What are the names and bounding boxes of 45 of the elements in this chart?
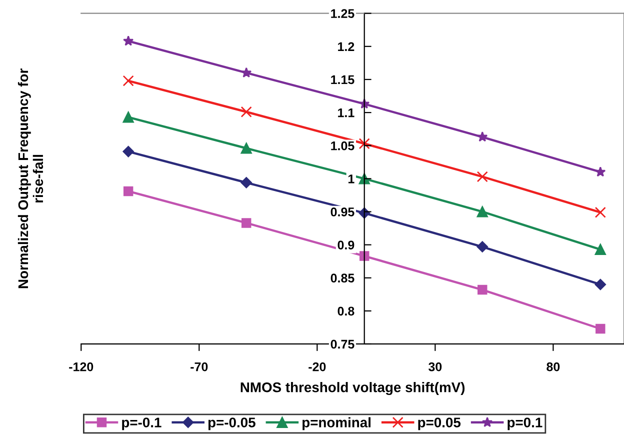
legend-label: p=-0.1 <box>122 418 162 430</box>
x-tick-label: -20 <box>308 362 326 372</box>
point <box>476 206 488 218</box>
legend-label: p=nominal <box>302 417 370 430</box>
point <box>241 218 252 228</box>
point <box>240 106 252 118</box>
point <box>594 206 606 218</box>
y-tick-label: 1.1 <box>338 108 354 118</box>
point <box>122 75 134 86</box>
point <box>477 131 488 142</box>
point <box>478 284 488 295</box>
point <box>122 112 134 123</box>
point <box>595 166 606 177</box>
y-tick-label: 0.8 <box>338 306 354 316</box>
x-tick-label: 30 <box>428 362 442 372</box>
legend-label: p=0.05 <box>418 418 461 430</box>
x-tick-label: -70 <box>190 362 208 372</box>
y-tick-label: 0.85 <box>330 274 354 283</box>
point <box>476 171 488 182</box>
point <box>476 241 488 252</box>
y-tick-label: 0.95 <box>330 208 354 216</box>
y-axis-title: Normalized Output Frequency for rise-fall <box>18 68 44 288</box>
legend-label: p=0.1 <box>508 418 542 430</box>
x-tick-label: 80 <box>546 362 560 372</box>
point <box>240 142 252 154</box>
x-axis-title: NMOS threshold voltage shift(mV) <box>240 382 465 396</box>
point <box>594 278 606 290</box>
point <box>122 146 134 158</box>
point <box>594 244 606 255</box>
point <box>123 36 134 46</box>
legend-label: p=-0.05 <box>208 418 256 430</box>
point <box>123 186 134 196</box>
y-tick-label: 1 <box>348 174 354 184</box>
x-tick-label: -120 <box>69 362 94 372</box>
y-tick-label: 0.9 <box>338 240 354 250</box>
point <box>241 67 252 78</box>
point <box>358 138 370 150</box>
y-tick-label: 0.75 <box>330 340 354 349</box>
y-tick-label: 1.15 <box>331 75 354 84</box>
y-tick-label: 1.25 <box>331 9 354 18</box>
point <box>240 177 252 188</box>
y-tick-label: 1.05 <box>331 141 354 150</box>
point <box>596 324 606 334</box>
point <box>360 251 370 261</box>
y-tick-label: 1.2 <box>338 42 354 51</box>
